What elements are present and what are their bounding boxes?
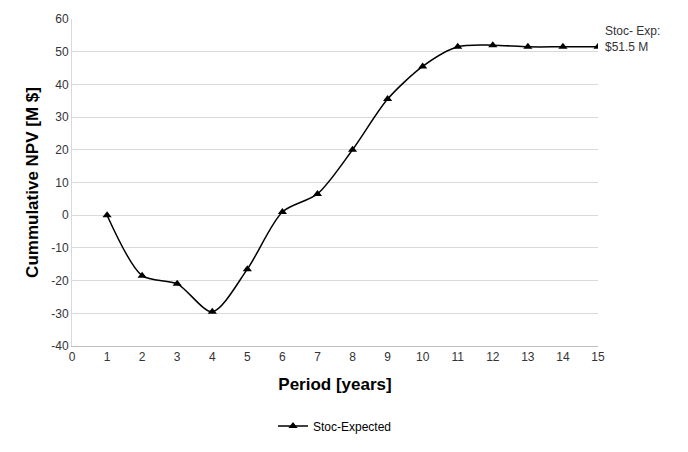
svg-text:20: 20	[55, 143, 69, 157]
svg-text:-40: -40	[51, 339, 69, 353]
svg-text:0: 0	[62, 208, 69, 222]
svg-text:10: 10	[55, 176, 69, 190]
svg-text:0: 0	[69, 350, 76, 364]
svg-text:5: 5	[244, 350, 251, 364]
svg-text:Period [years]: Period [years]	[278, 375, 391, 394]
svg-text:-20: -20	[51, 274, 69, 288]
svg-text:6: 6	[279, 350, 286, 364]
svg-text:12: 12	[486, 350, 500, 364]
svg-text:8: 8	[349, 350, 356, 364]
svg-text:1: 1	[104, 350, 111, 364]
svg-text:11: 11	[451, 350, 464, 364]
svg-text:7: 7	[314, 350, 321, 364]
svg-text:50: 50	[55, 45, 69, 59]
svg-text:Stoc-Expected: Stoc-Expected	[313, 420, 391, 434]
svg-text:-30: -30	[51, 307, 69, 321]
svg-text:10: 10	[416, 350, 430, 364]
svg-text:13: 13	[521, 350, 535, 364]
svg-text:-10: -10	[51, 241, 69, 255]
svg-text:4: 4	[209, 350, 216, 364]
svg-text:30: 30	[55, 110, 69, 124]
svg-text:3: 3	[174, 350, 181, 364]
svg-text:9: 9	[384, 350, 391, 364]
svg-text:40: 40	[55, 78, 69, 92]
svg-text:Cummulative NPV [M $]: Cummulative NPV [M $]	[23, 87, 42, 278]
svg-text:15: 15	[591, 350, 605, 364]
svg-text:2: 2	[139, 350, 146, 364]
svg-text:14: 14	[556, 350, 570, 364]
svg-text:60: 60	[55, 12, 69, 26]
svg-text:Stoc- Exp:$51.5 M: Stoc- Exp:$51.5 M	[605, 24, 660, 54]
